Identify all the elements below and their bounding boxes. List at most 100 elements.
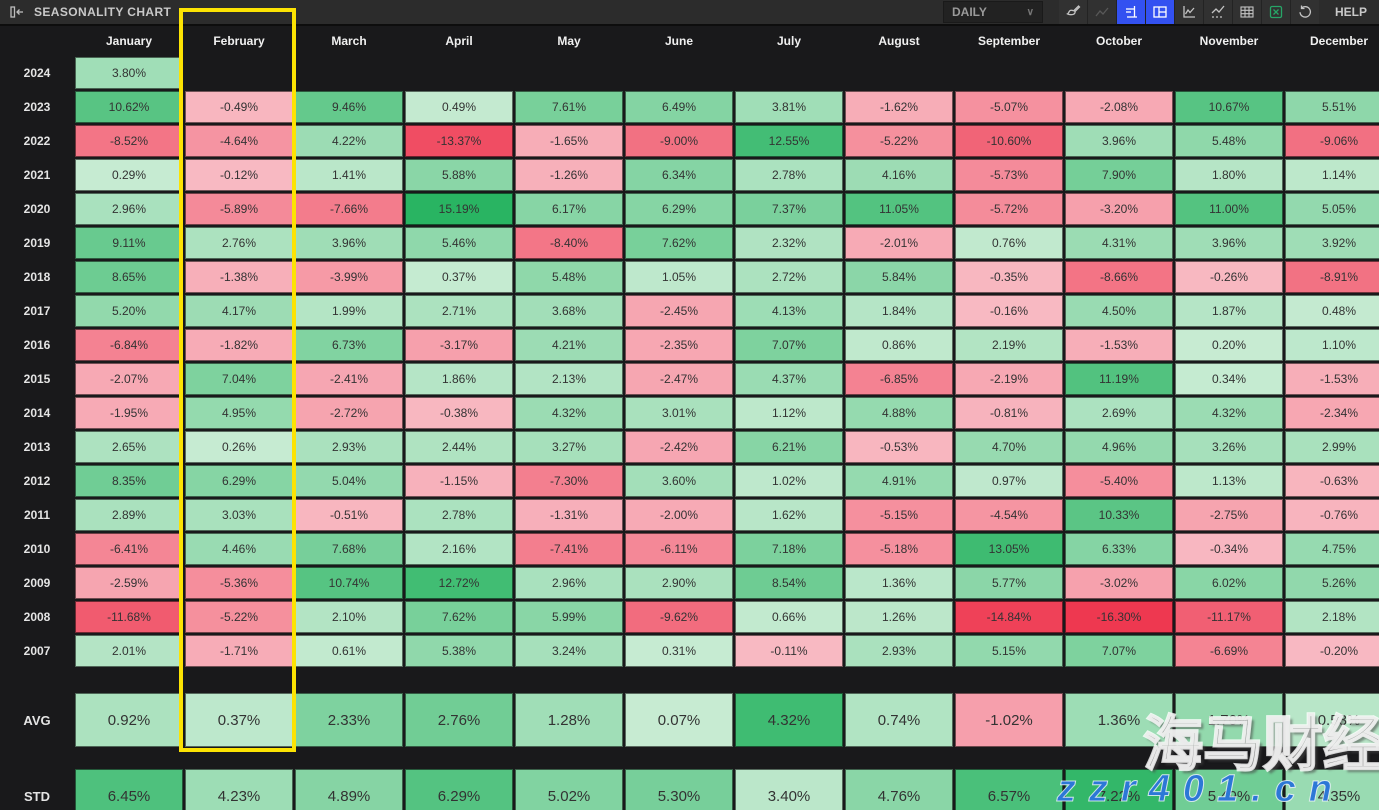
table-row-2017: 2017 5.20% 4.17% 1.99% 2.71% 3.68% -2.45% 4.13%… <box>0 294 1379 328</box>
table-gap <box>0 668 1379 692</box>
cell-value: -0.76% <box>1285 499 1379 531</box>
cell-value: 12.55% <box>735 125 843 157</box>
cell-value: 5.88% <box>405 159 513 191</box>
cell-2010-august: -5.18% <box>844 532 954 566</box>
trend-line-icon[interactable] <box>1086 0 1116 24</box>
cell-value: 6.49% <box>625 91 733 123</box>
cell-value: 1.87% <box>1175 295 1283 327</box>
cell-value: 2.13% <box>515 363 623 395</box>
cell-2015-june: -2.47% <box>624 362 734 396</box>
cell-value: 1.62% <box>735 499 843 531</box>
row-label: 2007 <box>23 644 51 658</box>
cell-2022-march: 4.22% <box>294 124 404 158</box>
month-header-september[interactable]: September <box>977 34 1041 48</box>
cell-2007-august: 2.93% <box>844 634 954 668</box>
cell-value: -1.95% <box>75 397 183 429</box>
cell-2024-october <box>1064 56 1174 90</box>
cell-2012-may: -7.30% <box>514 464 624 498</box>
cell-value: -6.69% <box>1175 635 1283 667</box>
month-header-january[interactable]: January <box>105 34 153 48</box>
cell-value: -1.53% <box>1285 363 1379 395</box>
cell-value: 2.93% <box>295 431 403 463</box>
month-header-december[interactable]: December <box>1309 34 1369 48</box>
cell-value: 6.29% <box>185 465 293 497</box>
cell-2007-september: 5.15% <box>954 634 1064 668</box>
month-header-july[interactable]: July <box>776 34 801 48</box>
cell-value: -2.59% <box>75 567 183 599</box>
dotted-line-chart-icon[interactable] <box>1202 0 1232 24</box>
cell-2010-february: 4.46% <box>184 532 294 566</box>
cell-2022-october: 3.96% <box>1064 124 1174 158</box>
cell-2016-april: -3.17% <box>404 328 514 362</box>
cell-value: -1.62% <box>845 91 953 123</box>
cell-2012-november: 1.13% <box>1174 464 1284 498</box>
cell-2018-june: 1.05% <box>624 260 734 294</box>
cell-value: 1.70% <box>1175 693 1283 747</box>
table-icon[interactable] <box>1231 0 1261 24</box>
cell-value: 2.16% <box>405 533 513 565</box>
cell-avg-june: 0.07% <box>624 692 734 748</box>
cell-2009-june: 2.90% <box>624 566 734 600</box>
month-header-march[interactable]: March <box>331 34 367 48</box>
cell-2023-october: -2.08% <box>1064 90 1174 124</box>
cell-value: 2.99% <box>1285 431 1379 463</box>
cell-2017-november: 1.87% <box>1174 294 1284 328</box>
cell-2021-february: -0.12% <box>184 158 294 192</box>
cell-2009-september: 5.77% <box>954 566 1064 600</box>
cell-value: -5.22% <box>845 125 953 157</box>
cell-value: 3.68% <box>515 295 623 327</box>
cell-value: 5.26% <box>1285 567 1379 599</box>
layout-grid-icon[interactable] <box>1144 0 1174 24</box>
cell-value: -2.45% <box>625 295 733 327</box>
table-row-2010: 2010 -6.41% 4.46% 7.68% 2.16% -7.41% -6.11% 7.1… <box>0 532 1379 566</box>
cell-2010-october: 6.33% <box>1064 532 1174 566</box>
scale-alignment-icon[interactable] <box>1115 0 1145 24</box>
cell-value: 4.75% <box>1285 533 1379 565</box>
help-button[interactable]: HELP <box>1334 5 1367 19</box>
cell-value: 6.21% <box>735 431 843 463</box>
cell-value: 0.97% <box>955 465 1063 497</box>
cell-value: 3.81% <box>735 91 843 123</box>
cell-2015-march: -2.41% <box>294 362 404 396</box>
brush-icon[interactable] <box>1058 0 1087 24</box>
cell-2008-october: -16.30% <box>1064 600 1174 634</box>
row-label: 2014 <box>23 406 51 420</box>
cell-2011-august: -5.15% <box>844 498 954 532</box>
cell-2015-july: 4.37% <box>734 362 844 396</box>
cell-value: 9.11% <box>75 227 183 259</box>
row-label: 2024 <box>23 66 51 80</box>
month-header-october[interactable]: October <box>1095 34 1142 48</box>
month-header-june[interactable]: June <box>664 34 693 48</box>
cell-2015-august: -6.85% <box>844 362 954 396</box>
cell-2015-november: 0.34% <box>1174 362 1284 396</box>
cell-value: 7.07% <box>735 329 843 361</box>
cell-2007-may: 3.24% <box>514 634 624 668</box>
excel-export-icon[interactable] <box>1260 0 1290 24</box>
month-header-may[interactable]: May <box>557 34 581 48</box>
cell-2011-march: -0.51% <box>294 498 404 532</box>
cell-value: -0.35% <box>955 261 1063 293</box>
cell-2018-july: 2.72% <box>734 260 844 294</box>
month-header-february[interactable]: February <box>213 34 265 48</box>
cell-value: -5.18% <box>845 533 953 565</box>
cell-2017-july: 4.13% <box>734 294 844 328</box>
cell-value: 2.10% <box>295 601 403 633</box>
month-header-november[interactable]: November <box>1199 34 1259 48</box>
month-header-april[interactable]: April <box>445 34 473 48</box>
line-chart-icon[interactable] <box>1173 0 1203 24</box>
cell-2019-june: 7.62% <box>624 226 734 260</box>
cell-value: 0.86% <box>845 329 953 361</box>
period-select[interactable]: DAILY ∨ <box>942 1 1043 23</box>
cell-value: 0.37% <box>405 261 513 293</box>
month-header-august[interactable]: August <box>878 34 920 48</box>
toolbar: SEASONALITY CHART DAILY ∨ <box>0 0 1379 26</box>
cell-2014-march: -2.72% <box>294 396 404 430</box>
cell-2012-december: -0.63% <box>1284 464 1379 498</box>
reset-icon[interactable] <box>1289 0 1319 24</box>
cell-value: 6.57% <box>955 769 1063 810</box>
cell-value: 0.31% <box>625 635 733 667</box>
cell-2020-may: 6.17% <box>514 192 624 226</box>
collapse-panel-icon[interactable] <box>9 4 25 20</box>
cell-2022-september: -10.60% <box>954 124 1064 158</box>
cell-value: -9.06% <box>1285 125 1379 157</box>
